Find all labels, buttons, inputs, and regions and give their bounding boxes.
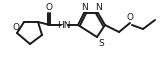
Text: HN: HN — [57, 20, 71, 30]
Text: O: O — [45, 3, 52, 12]
Text: S: S — [98, 39, 104, 48]
Text: O: O — [12, 23, 19, 32]
Text: N: N — [81, 3, 87, 12]
Text: O: O — [126, 13, 133, 22]
Text: N: N — [95, 3, 101, 12]
